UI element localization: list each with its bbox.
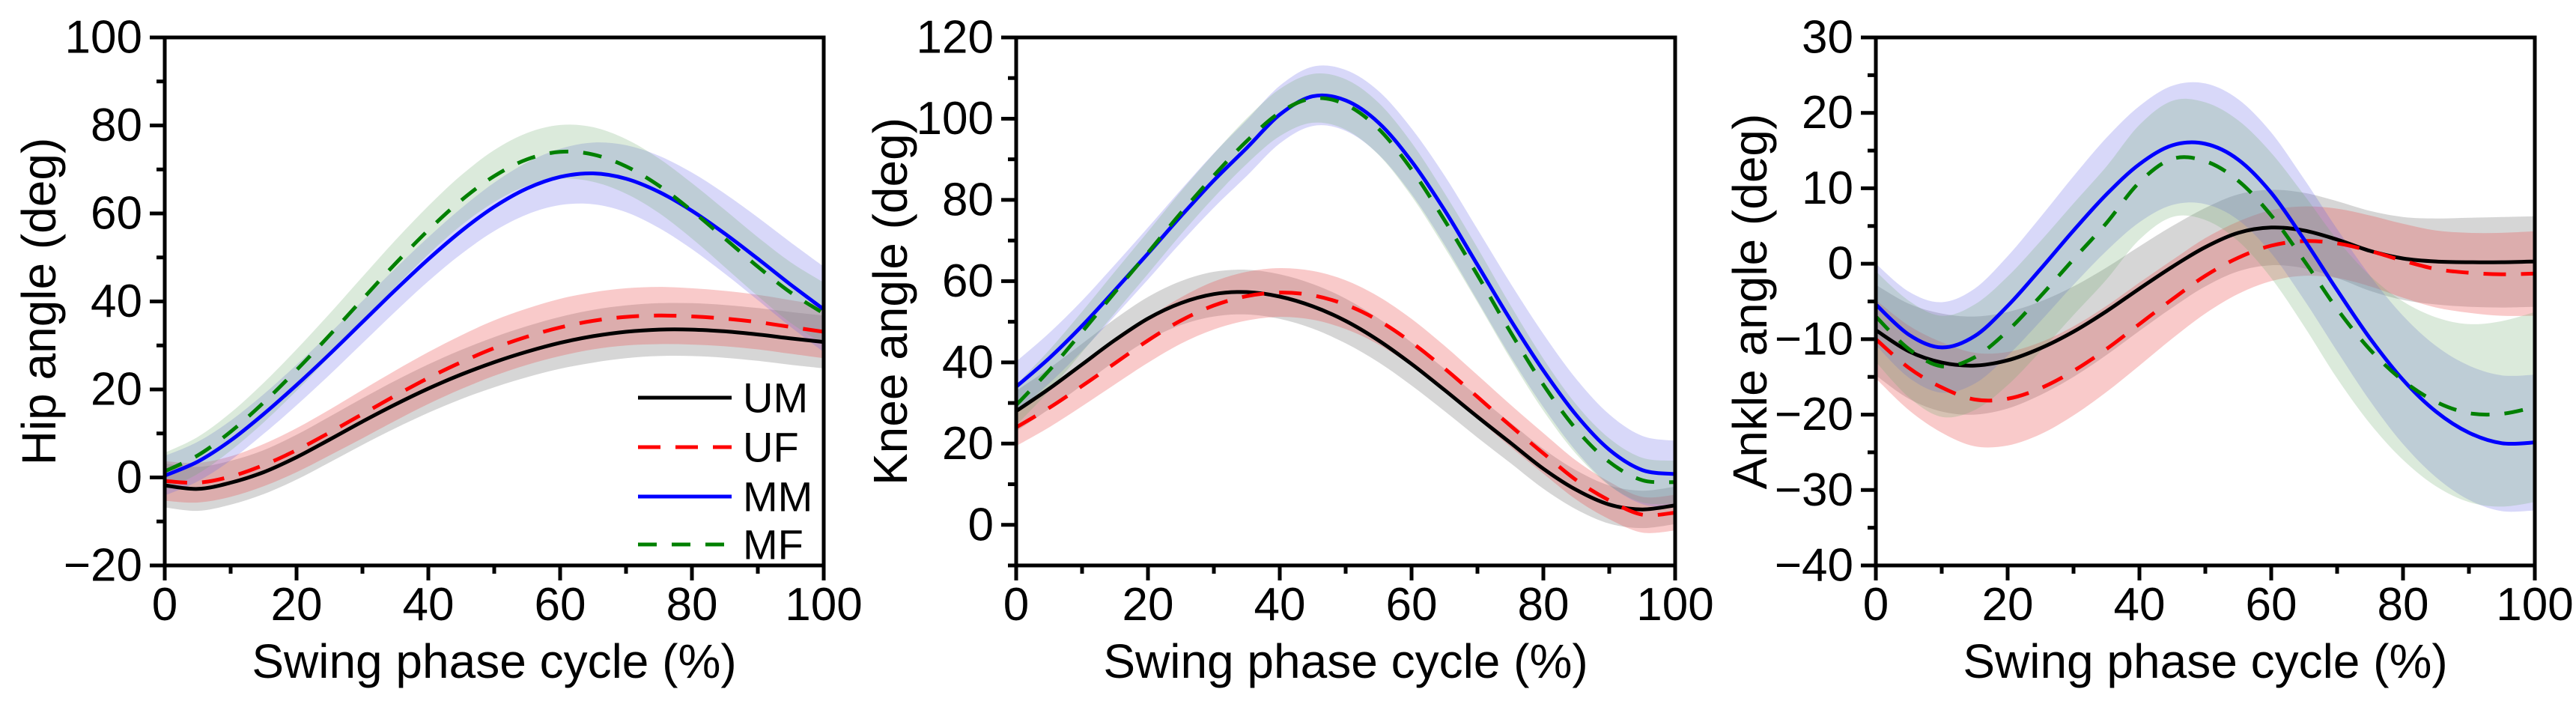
legend-item-UM: UM [638, 374, 808, 422]
knee-y-axis-label: Knee angle (deg) [863, 118, 917, 485]
line-MF [1876, 155, 2535, 417]
knee-x-axis-label: Swing phase cycle (%) [1103, 634, 1588, 688]
x-tick-label: 100 [785, 579, 862, 631]
legend-label-MF: MF [743, 521, 804, 568]
y-tick-label: 20 [91, 364, 142, 416]
y-tick-label: −20 [1775, 389, 1853, 440]
y-tick-label: 0 [1828, 238, 1853, 290]
x-tick-label: 40 [1254, 579, 1306, 631]
y-tick-label: 40 [91, 276, 142, 327]
ankle-x-tick-labels: 0 20 40 60 80 100 [1863, 579, 2574, 631]
y-tick-label: 80 [91, 100, 142, 151]
y-tick-label: −10 [1775, 313, 1853, 365]
hip-axes-box [162, 35, 826, 568]
ankle-angle-panel: 0 20 40 60 80 100 −40 −30 −20 −10 0 10 20 30 Swing pha… [1723, 12, 2574, 689]
legend-item-MM: MM [638, 473, 812, 521]
knee-axes-box [1014, 35, 1677, 568]
y-tick-label: 0 [117, 452, 142, 503]
ankle-y-tick-labels: −40 −30 −20 −10 0 10 20 30 [1775, 12, 1853, 592]
knee-angle-panel: 0 20 40 60 80 100 0 20 40 60 80 100 120 Swing phase c… [863, 12, 1714, 689]
y-tick-label: 60 [91, 188, 142, 240]
band-UF [1016, 267, 1675, 533]
x-tick-label: 40 [403, 579, 455, 631]
y-tick-label: 30 [1802, 12, 1853, 64]
x-tick-label: 20 [1982, 579, 2034, 631]
legend-label-UF: UF [743, 424, 799, 471]
y-tick-label: 60 [942, 255, 994, 307]
y-tick-label: 10 [1802, 163, 1853, 214]
line-UF [1016, 291, 1675, 518]
band-UM [165, 303, 824, 512]
ankle-axes-box [1874, 35, 2537, 568]
line-UM [165, 327, 824, 491]
band-MF [1876, 98, 2535, 507]
band-MF [165, 124, 824, 490]
x-tick-label: 20 [271, 579, 323, 631]
hip-x-tick-labels: 0 20 40 60 80 100 [152, 579, 863, 631]
line-MF [165, 149, 824, 473]
x-tick-label: 40 [2114, 579, 2166, 631]
x-tick-label: 80 [2378, 579, 2429, 631]
y-tick-label: 100 [65, 12, 142, 64]
hip-x-axis-label: Swing phase cycle (%) [252, 634, 736, 688]
line-MM [1876, 140, 2535, 446]
x-tick-label: 0 [152, 579, 177, 631]
y-tick-label: −40 [1775, 540, 1853, 592]
legend-item-UF: UF [638, 424, 799, 471]
line-UM [1876, 225, 2535, 368]
y-tick-label: 0 [968, 499, 994, 550]
ankle-y-axis-label: Ankle angle (deg) [1723, 114, 1777, 490]
y-tick-label: 80 [942, 174, 994, 225]
x-tick-label: 0 [1863, 579, 1889, 631]
knee-plot-area [1016, 65, 1675, 533]
y-tick-label: −30 [1775, 464, 1853, 516]
x-tick-label: 80 [666, 579, 718, 631]
y-tick-label: 120 [917, 12, 994, 64]
x-tick-label: 60 [2246, 579, 2297, 631]
ankle-plot-area [1876, 82, 2535, 512]
knee-x-tick-labels: 0 20 40 60 80 100 [1003, 579, 1714, 631]
hip-y-tick-labels: −20 0 20 40 60 80 100 [64, 12, 142, 592]
band-MM [1876, 82, 2535, 512]
knee-y-tick-labels: 0 20 40 60 80 100 120 [917, 12, 994, 551]
hip-y-axis-label: Hip angle (deg) [12, 138, 66, 466]
y-tick-label: 20 [942, 418, 994, 470]
line-UF [1876, 239, 2535, 403]
x-tick-label: 80 [1518, 579, 1570, 631]
legend-label-UM: UM [743, 374, 808, 422]
band-UF [1876, 206, 2535, 448]
x-tick-label: 20 [1123, 579, 1174, 631]
ankle-x-axis-label: Swing phase cycle (%) [1963, 634, 2447, 688]
y-tick-label: 40 [942, 336, 994, 388]
hip-plot-area [165, 124, 824, 512]
band-MM [165, 142, 824, 496]
line-MM [165, 171, 824, 478]
band-UF [165, 287, 824, 503]
x-tick-label: 100 [2496, 579, 2573, 631]
x-tick-label: 60 [1386, 579, 1438, 631]
x-tick-label: 60 [535, 579, 586, 631]
y-tick-label: 20 [1802, 87, 1853, 139]
line-UM [1016, 290, 1675, 512]
x-tick-label: 100 [1636, 579, 1713, 631]
legend-item-MF: MF [638, 521, 804, 568]
y-tick-label: −20 [64, 540, 142, 592]
legend-label-MM: MM [743, 473, 812, 521]
y-tick-label: 100 [917, 93, 994, 145]
band-UM [1876, 189, 2535, 415]
x-tick-label: 0 [1003, 579, 1029, 631]
